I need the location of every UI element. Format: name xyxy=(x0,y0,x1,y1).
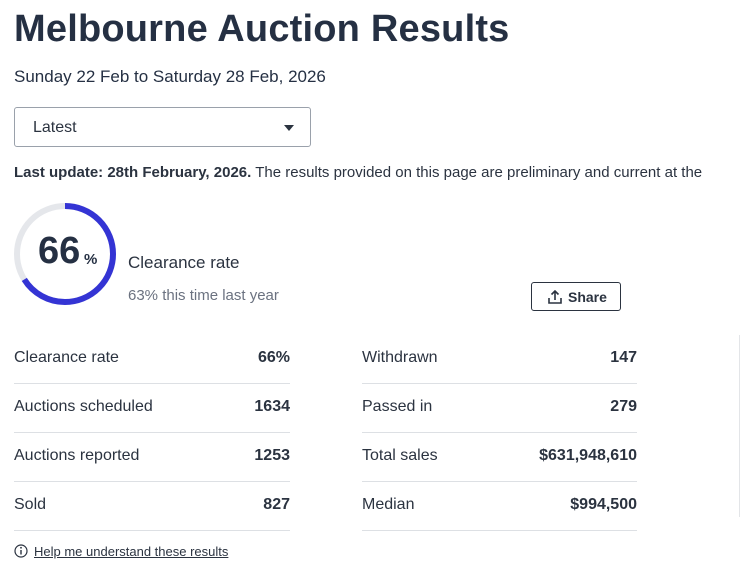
table-row: Median $994,500 xyxy=(362,482,637,531)
row-value: 66% xyxy=(257,349,290,366)
table-row: Total sales $631,948,610 xyxy=(362,433,637,482)
row-label: Passed in xyxy=(362,398,433,415)
page-title: Melbourne Auction Results xyxy=(14,8,510,50)
table-row: Auctions scheduled 1634 xyxy=(14,384,290,433)
share-label: Share xyxy=(568,289,607,305)
update-label: Last update: 28th February, 2026. xyxy=(14,164,252,181)
row-value: 1634 xyxy=(254,398,290,415)
row-label: Total sales xyxy=(362,447,438,464)
gauge-value: 66 xyxy=(38,230,81,272)
row-label: Sold xyxy=(14,496,47,513)
row-label: Withdrawn xyxy=(362,349,438,366)
row-value: $631,948,610 xyxy=(539,447,637,464)
share-button[interactable]: Share xyxy=(531,282,621,311)
row-value: 1253 xyxy=(254,447,290,464)
table-row: Clearance rate 66% xyxy=(14,335,290,384)
row-label: Auctions reported xyxy=(14,447,140,464)
row-value: 147 xyxy=(610,349,637,366)
help-link-text: Help me understand these results xyxy=(34,544,229,559)
table-row: Passed in 279 xyxy=(362,384,637,433)
info-icon xyxy=(14,544,28,558)
update-note: Last update: 28th February, 2026. The re… xyxy=(14,164,745,181)
update-text: The results provided on this page are pr… xyxy=(255,164,703,181)
row-label: Median xyxy=(362,496,415,513)
help-link[interactable]: Help me understand these results xyxy=(14,544,228,559)
row-value: 279 xyxy=(610,398,637,415)
gauge-arc xyxy=(14,203,116,305)
date-range: Sunday 22 Feb to Saturday 28 Feb, 2026 xyxy=(14,67,326,86)
table-row: Auctions reported 1253 xyxy=(14,433,290,482)
share-icon xyxy=(548,290,562,304)
table-row: Withdrawn 147 xyxy=(362,335,637,384)
gauge-label: Clearance rate xyxy=(128,253,240,272)
row-label: Auctions scheduled xyxy=(14,398,153,415)
gauge-unit: % xyxy=(84,251,98,268)
row-value: 827 xyxy=(263,496,290,513)
panel-edge xyxy=(739,335,745,517)
dropdown-arrow xyxy=(284,125,294,131)
gauge-comparison: 63% this time last year xyxy=(128,287,279,304)
dropdown-value: Latest xyxy=(33,119,77,136)
row-value: $994,500 xyxy=(570,496,637,513)
row-label: Clearance rate xyxy=(14,349,119,366)
period-dropdown[interactable]: Latest xyxy=(14,107,311,147)
table-row: Sold 827 xyxy=(14,482,290,531)
gauge xyxy=(14,203,116,305)
